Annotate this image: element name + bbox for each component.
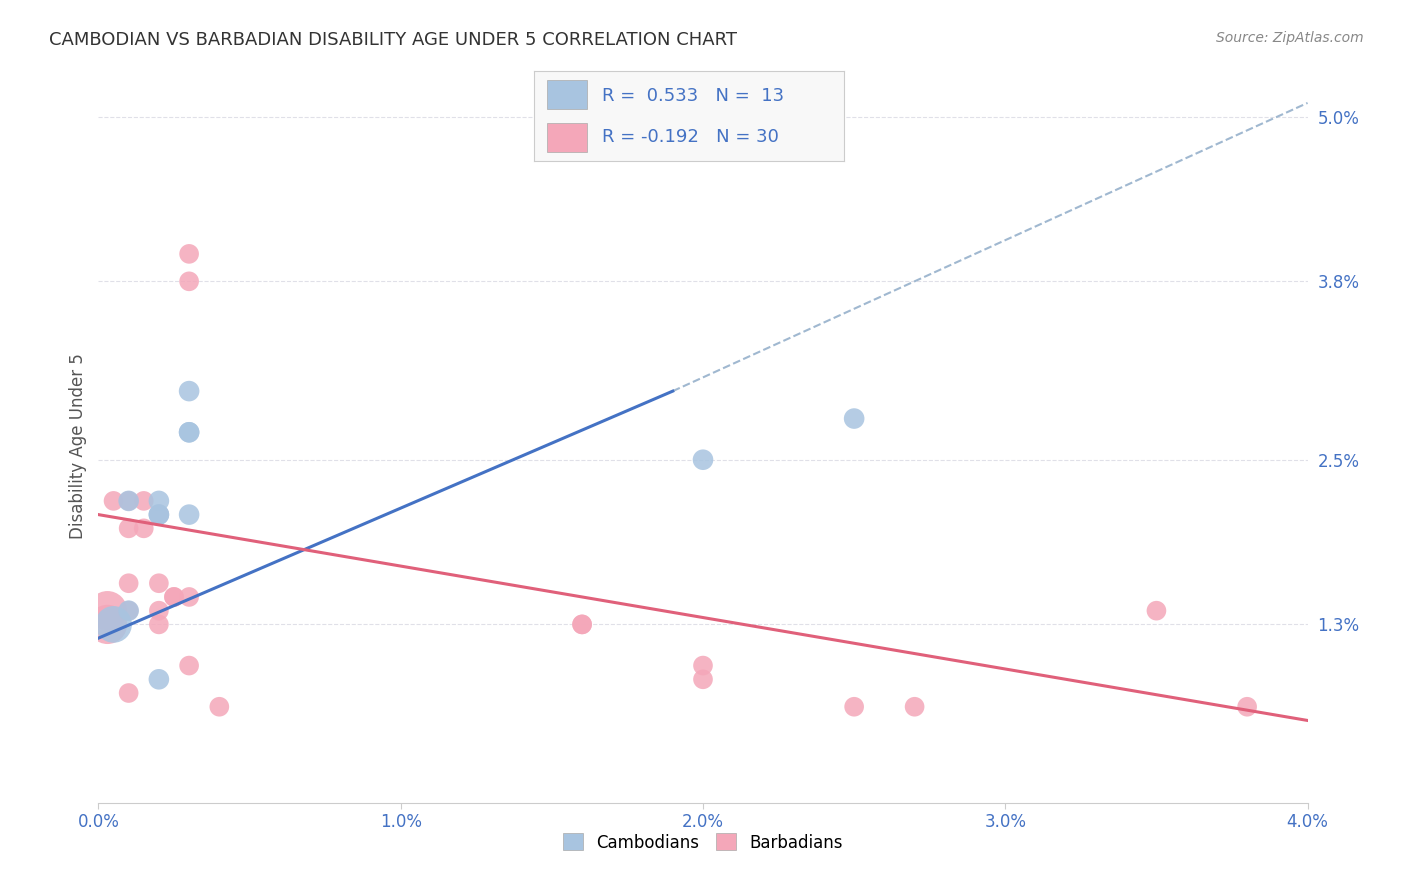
Point [179, 590, 201, 604]
Text: R =  0.533   N =  13: R = 0.533 N = 13 [602, 87, 785, 105]
Point [118, 521, 141, 535]
Point [844, 699, 866, 714]
Text: CAMBODIAN VS BARBADIAN DISABILITY AGE UNDER 5 CORRELATION CHART: CAMBODIAN VS BARBADIAN DISABILITY AGE UN… [49, 31, 737, 49]
Point [148, 508, 170, 522]
Point [118, 686, 141, 700]
Point [571, 617, 593, 632]
Point [179, 425, 201, 440]
Point [103, 494, 125, 508]
Point [118, 604, 141, 618]
FancyBboxPatch shape [547, 123, 586, 152]
Text: Source: ZipAtlas.com: Source: ZipAtlas.com [1216, 31, 1364, 45]
Point [118, 494, 141, 508]
Point [1146, 604, 1168, 618]
Point [904, 699, 927, 714]
Point [163, 590, 186, 604]
Point [692, 452, 714, 467]
Point [96, 617, 118, 632]
Point [179, 247, 201, 261]
Point [103, 617, 125, 632]
Point [163, 590, 186, 604]
Point [692, 658, 714, 673]
Point [148, 673, 170, 687]
Text: R = -0.192   N = 30: R = -0.192 N = 30 [602, 128, 779, 146]
Point [132, 494, 155, 508]
Point [118, 494, 141, 508]
Point [179, 508, 201, 522]
Point [208, 699, 231, 714]
Point [96, 604, 118, 618]
Point [1236, 699, 1258, 714]
Point [132, 521, 155, 535]
Point [148, 576, 170, 591]
Point [179, 425, 201, 440]
Point [118, 604, 141, 618]
Point [148, 494, 170, 508]
Point [148, 508, 170, 522]
Y-axis label: Disability Age Under 5: Disability Age Under 5 [69, 353, 87, 539]
Point [179, 274, 201, 288]
Point [692, 673, 714, 687]
Point [148, 604, 170, 618]
Point [571, 617, 593, 632]
FancyBboxPatch shape [547, 80, 586, 109]
Point [179, 384, 201, 398]
Point [118, 576, 141, 591]
Point [148, 617, 170, 632]
Point [179, 658, 201, 673]
Legend: Cambodians, Barbadians: Cambodians, Barbadians [562, 833, 844, 852]
Point [148, 508, 170, 522]
Point [148, 508, 170, 522]
Point [844, 411, 866, 425]
